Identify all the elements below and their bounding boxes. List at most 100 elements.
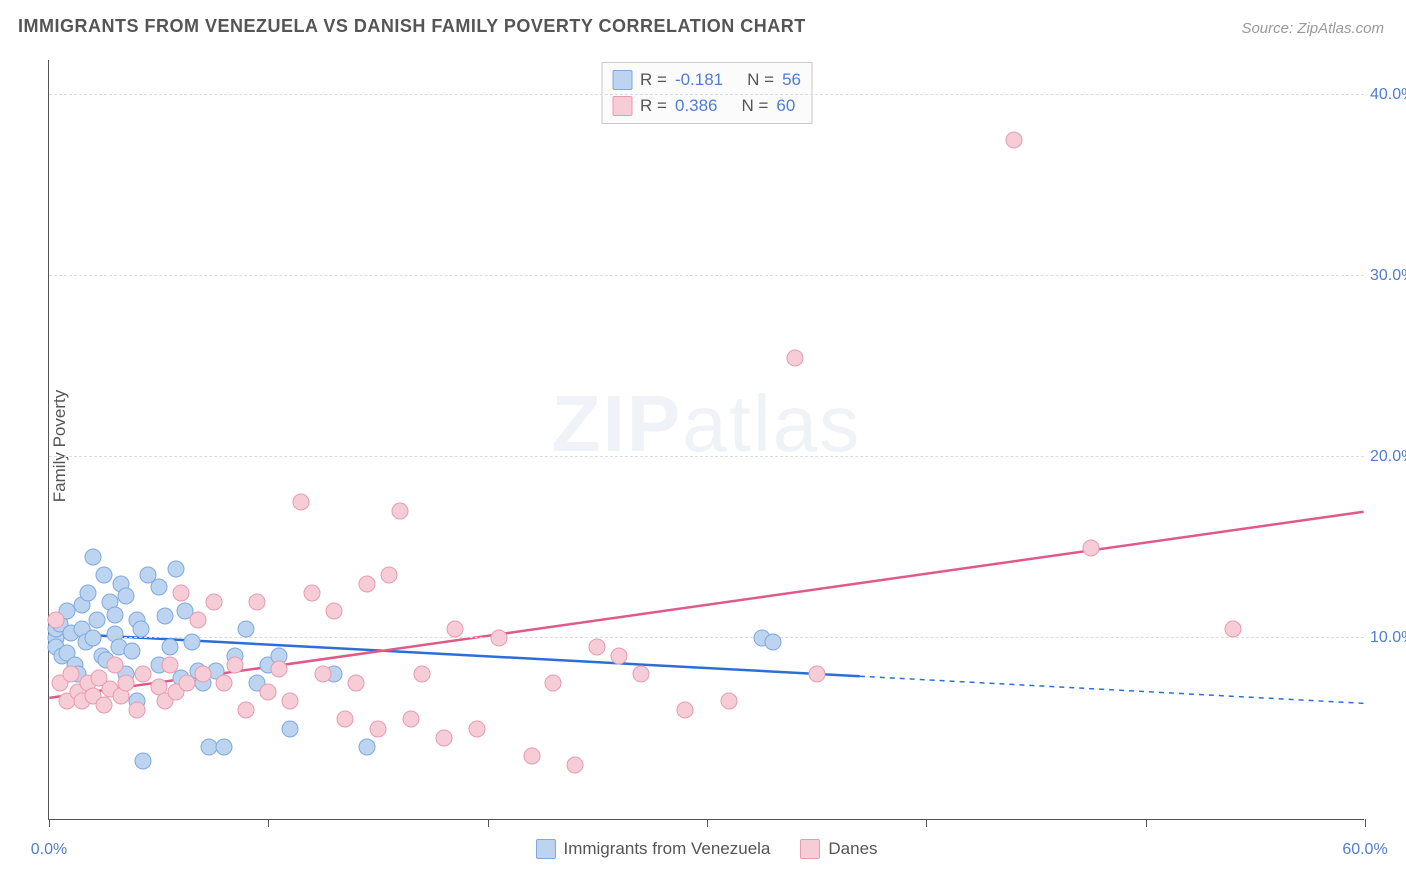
x-tick: [49, 819, 50, 827]
data-point-danes: [326, 602, 343, 619]
x-tick-label: 60.0%: [1342, 841, 1387, 859]
data-point-venezuela: [133, 621, 150, 638]
data-point-danes: [1082, 539, 1099, 556]
y-tick-label: 40.0%: [1370, 86, 1406, 104]
data-point-danes: [523, 747, 540, 764]
data-point-danes: [106, 657, 123, 674]
data-point-venezuela: [135, 753, 152, 770]
data-point-venezuela: [80, 584, 97, 601]
data-point-danes: [808, 666, 825, 683]
data-point-venezuela: [168, 561, 185, 578]
data-point-danes: [179, 675, 196, 692]
data-point-venezuela: [359, 738, 376, 755]
data-point-danes: [190, 611, 207, 628]
data-point-danes: [468, 720, 485, 737]
gridline: [49, 94, 1364, 95]
data-point-danes: [1225, 621, 1242, 638]
chart-container: { "title": "IMMIGRANTS FROM VENEZUELA VS…: [0, 0, 1406, 892]
data-point-danes: [677, 702, 694, 719]
data-point-venezuela: [84, 548, 101, 565]
data-point-danes: [315, 666, 332, 683]
legend-swatch: [535, 839, 555, 859]
data-point-venezuela: [84, 630, 101, 647]
n-value: 56: [782, 67, 801, 93]
legend-stat-row: R = -0.181 N = 56: [612, 67, 801, 93]
x-tick: [707, 819, 708, 827]
r-label: R =: [640, 67, 667, 93]
x-tick: [488, 819, 489, 827]
n-value: 60: [776, 93, 795, 119]
x-tick: [1146, 819, 1147, 827]
data-point-danes: [260, 684, 277, 701]
regression-line-venezuela-extrapolated: [860, 676, 1364, 703]
data-point-venezuela: [150, 579, 167, 596]
data-point-danes: [117, 675, 134, 692]
data-point-danes: [95, 697, 112, 714]
data-point-danes: [271, 660, 288, 677]
data-point-danes: [786, 349, 803, 366]
data-point-danes: [205, 593, 222, 610]
data-point-danes: [216, 675, 233, 692]
data-point-venezuela: [282, 720, 299, 737]
data-point-venezuela: [161, 639, 178, 656]
data-point-danes: [128, 702, 145, 719]
y-tick-label: 10.0%: [1370, 629, 1406, 647]
data-point-danes: [249, 593, 266, 610]
data-point-danes: [391, 503, 408, 520]
data-point-danes: [293, 494, 310, 511]
data-point-venezuela: [183, 633, 200, 650]
n-label: N =: [747, 67, 774, 93]
data-point-danes: [402, 711, 419, 728]
data-point-venezuela: [89, 611, 106, 628]
data-point-danes: [435, 729, 452, 746]
data-point-danes: [720, 693, 737, 710]
legend-series-label: Immigrants from Venezuela: [563, 839, 770, 859]
data-point-danes: [567, 756, 584, 773]
y-tick-label: 30.0%: [1370, 267, 1406, 285]
data-point-danes: [633, 666, 650, 683]
data-point-danes: [413, 666, 430, 683]
x-tick-label: 0.0%: [31, 841, 67, 859]
legend-swatch: [612, 70, 632, 90]
data-point-danes: [282, 693, 299, 710]
x-tick: [268, 819, 269, 827]
chart-title: IMMIGRANTS FROM VENEZUELA VS DANISH FAMI…: [18, 16, 806, 37]
x-tick: [926, 819, 927, 827]
data-point-venezuela: [238, 621, 255, 638]
data-point-danes: [589, 639, 606, 656]
data-point-danes: [545, 675, 562, 692]
data-point-danes: [348, 675, 365, 692]
data-point-danes: [370, 720, 387, 737]
regression-line-danes: [49, 512, 1363, 698]
legend-stat-row: R =0.386N =60: [612, 93, 801, 119]
data-point-danes: [359, 575, 376, 592]
gridline: [49, 275, 1364, 276]
data-point-venezuela: [117, 588, 134, 605]
data-point-venezuela: [106, 606, 123, 623]
x-tick: [1365, 819, 1366, 827]
data-point-danes: [135, 666, 152, 683]
data-point-danes: [238, 702, 255, 719]
data-point-venezuela: [95, 566, 112, 583]
legend-series-item: Immigrants from Venezuela: [535, 839, 770, 859]
legend-swatch: [612, 96, 632, 116]
data-point-danes: [304, 584, 321, 601]
data-point-danes: [47, 611, 64, 628]
legend-series: Immigrants from Venezuela Danes: [535, 839, 877, 859]
data-point-danes: [337, 711, 354, 728]
data-point-danes: [380, 566, 397, 583]
data-point-danes: [227, 657, 244, 674]
legend-swatch: [800, 839, 820, 859]
r-value: -0.181: [675, 67, 723, 93]
legend-statistics: R =-0.181N =56R =0.386N =60: [601, 62, 812, 124]
gridline: [49, 456, 1364, 457]
plot-area: ZIPatlas R =-0.181N =56R =0.386N =60 Imm…: [48, 60, 1364, 820]
data-point-venezuela: [124, 642, 141, 659]
y-tick-label: 20.0%: [1370, 448, 1406, 466]
n-label: N =: [741, 93, 768, 119]
data-point-danes: [611, 648, 628, 665]
data-point-venezuela: [216, 738, 233, 755]
data-point-venezuela: [157, 608, 174, 625]
legend-series-item: Danes: [800, 839, 877, 859]
data-point-danes: [161, 657, 178, 674]
